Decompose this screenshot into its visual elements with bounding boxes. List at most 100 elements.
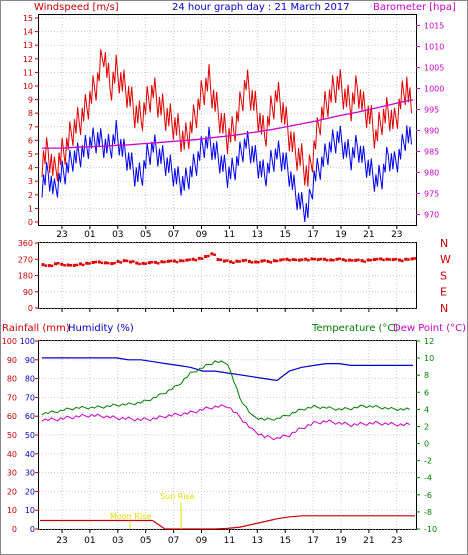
- direction-point: [304, 257, 308, 261]
- direction-point: [141, 261, 145, 265]
- rain-y-tick-label: 30: [7, 469, 17, 478]
- direction-point: [347, 258, 351, 262]
- rain-y-tick-label: 20: [7, 487, 17, 496]
- x-tick-label: 07: [168, 536, 179, 546]
- direction-point: [207, 254, 210, 258]
- x-tick-label: 09: [196, 230, 208, 240]
- humidity-y-tick-label: 50: [25, 431, 35, 440]
- direction-point: [200, 257, 204, 260]
- direction-point: [147, 261, 151, 265]
- wind-y-tick-label: 10: [23, 82, 33, 91]
- direction-point: [97, 260, 101, 264]
- x-tick-label: 13: [252, 536, 263, 546]
- direction-point: [157, 262, 160, 265]
- direction-point: [135, 261, 139, 265]
- series-dewpoint-line: [41, 404, 411, 441]
- direction-point: [266, 259, 270, 263]
- direction-point: [366, 258, 370, 262]
- direction-point: [69, 264, 73, 267]
- rain-y-tick-label: 60: [7, 412, 17, 421]
- direction-point: [188, 258, 191, 261]
- windspeed-title: Windspeed [m/s]: [34, 2, 119, 13]
- x-tick-label: 13: [252, 230, 263, 240]
- direction-point: [50, 264, 54, 268]
- direction-point: [313, 257, 316, 261]
- direction-point: [285, 257, 289, 261]
- direction-point: [394, 257, 398, 261]
- direction-point: [154, 260, 158, 264]
- direction-point: [338, 257, 341, 261]
- direction-point: [191, 257, 195, 261]
- direction-point: [216, 258, 220, 262]
- direction-point: [172, 259, 176, 263]
- dewpoint-title: Dew Point (°C): [393, 323, 466, 334]
- direction-point: [275, 259, 279, 263]
- temp-y-tick-label: -6: [424, 491, 432, 500]
- direction-point: [110, 262, 114, 266]
- direction-point: [300, 258, 304, 261]
- direction-point: [94, 260, 98, 264]
- direction-point: [57, 262, 60, 265]
- wind-y-tick-label: 0: [28, 218, 33, 227]
- wind-y-tick-label: 3: [28, 177, 33, 186]
- rain-y-tick-label: 80: [7, 375, 17, 384]
- direction-point: [82, 263, 85, 267]
- direction-point: [150, 260, 154, 264]
- x-tick-label: 07: [168, 230, 179, 240]
- temp-y-tick-label: 2: [424, 422, 429, 431]
- direction-point: [329, 258, 333, 262]
- direction-point: [400, 259, 404, 263]
- direction-point: [332, 258, 335, 262]
- direction-point: [238, 260, 241, 263]
- x-tick-label: 11: [224, 536, 235, 546]
- direction-point: [44, 264, 47, 267]
- wind-y-tick-label: 12: [23, 55, 33, 64]
- baro-y-tick-label: 970: [424, 211, 439, 220]
- x-tick-label: 21: [363, 230, 374, 240]
- direction-point: [185, 258, 189, 262]
- wind-panel-frame: [38, 14, 417, 226]
- rain-y-tick-label: 90: [7, 356, 17, 365]
- humidity-y-tick-label: 40: [25, 450, 35, 459]
- direction-point: [344, 259, 348, 262]
- x-tick-label: 23: [56, 536, 67, 546]
- direction-point: [272, 259, 276, 263]
- series-humidity-line: [42, 357, 413, 382]
- baro-y-tick-label: 990: [424, 127, 439, 136]
- series-rainfall-line: [40, 515, 415, 530]
- dir-y-tick-label: 90: [23, 288, 33, 297]
- direction-point: [138, 262, 141, 266]
- wind-y-tick-label: 1: [28, 204, 33, 213]
- direction-point: [179, 259, 183, 263]
- baro-y-tick-label: 1015: [424, 22, 444, 31]
- temp-y-tick-label: 10: [424, 354, 434, 363]
- humidity-y-tick-label: 60: [25, 412, 35, 421]
- direction-point: [104, 261, 108, 265]
- direction-point: [88, 262, 91, 265]
- direction-point: [257, 260, 260, 264]
- direction-point: [291, 258, 295, 262]
- direction-point: [169, 259, 173, 263]
- wind-y-tick-label: 14: [23, 28, 33, 37]
- direction-point: [66, 263, 70, 267]
- direction-point: [182, 259, 185, 263]
- direction-point: [219, 258, 223, 262]
- direction-point: [260, 259, 264, 263]
- x-tick-label: 09: [196, 536, 208, 546]
- humidity-y-tick-label: 10: [25, 506, 35, 515]
- humidity-y-tick-label: 70: [25, 393, 35, 402]
- x-tick-label: 23: [56, 230, 67, 240]
- wind-y-tick-label: 8: [28, 109, 33, 118]
- barometer-title: Barometer [hpa]: [373, 2, 456, 13]
- x-tick-label: 15: [279, 536, 290, 546]
- direction-point: [119, 261, 123, 264]
- direction-point: [407, 258, 410, 261]
- direction-point: [79, 262, 83, 266]
- direction-point: [54, 262, 58, 266]
- rain-y-tick-label: 50: [7, 431, 17, 440]
- dir-y-tick-label: 180: [18, 272, 33, 281]
- direction-point: [354, 258, 358, 262]
- direction-point: [254, 260, 258, 264]
- x-tick-label: 03: [112, 230, 123, 240]
